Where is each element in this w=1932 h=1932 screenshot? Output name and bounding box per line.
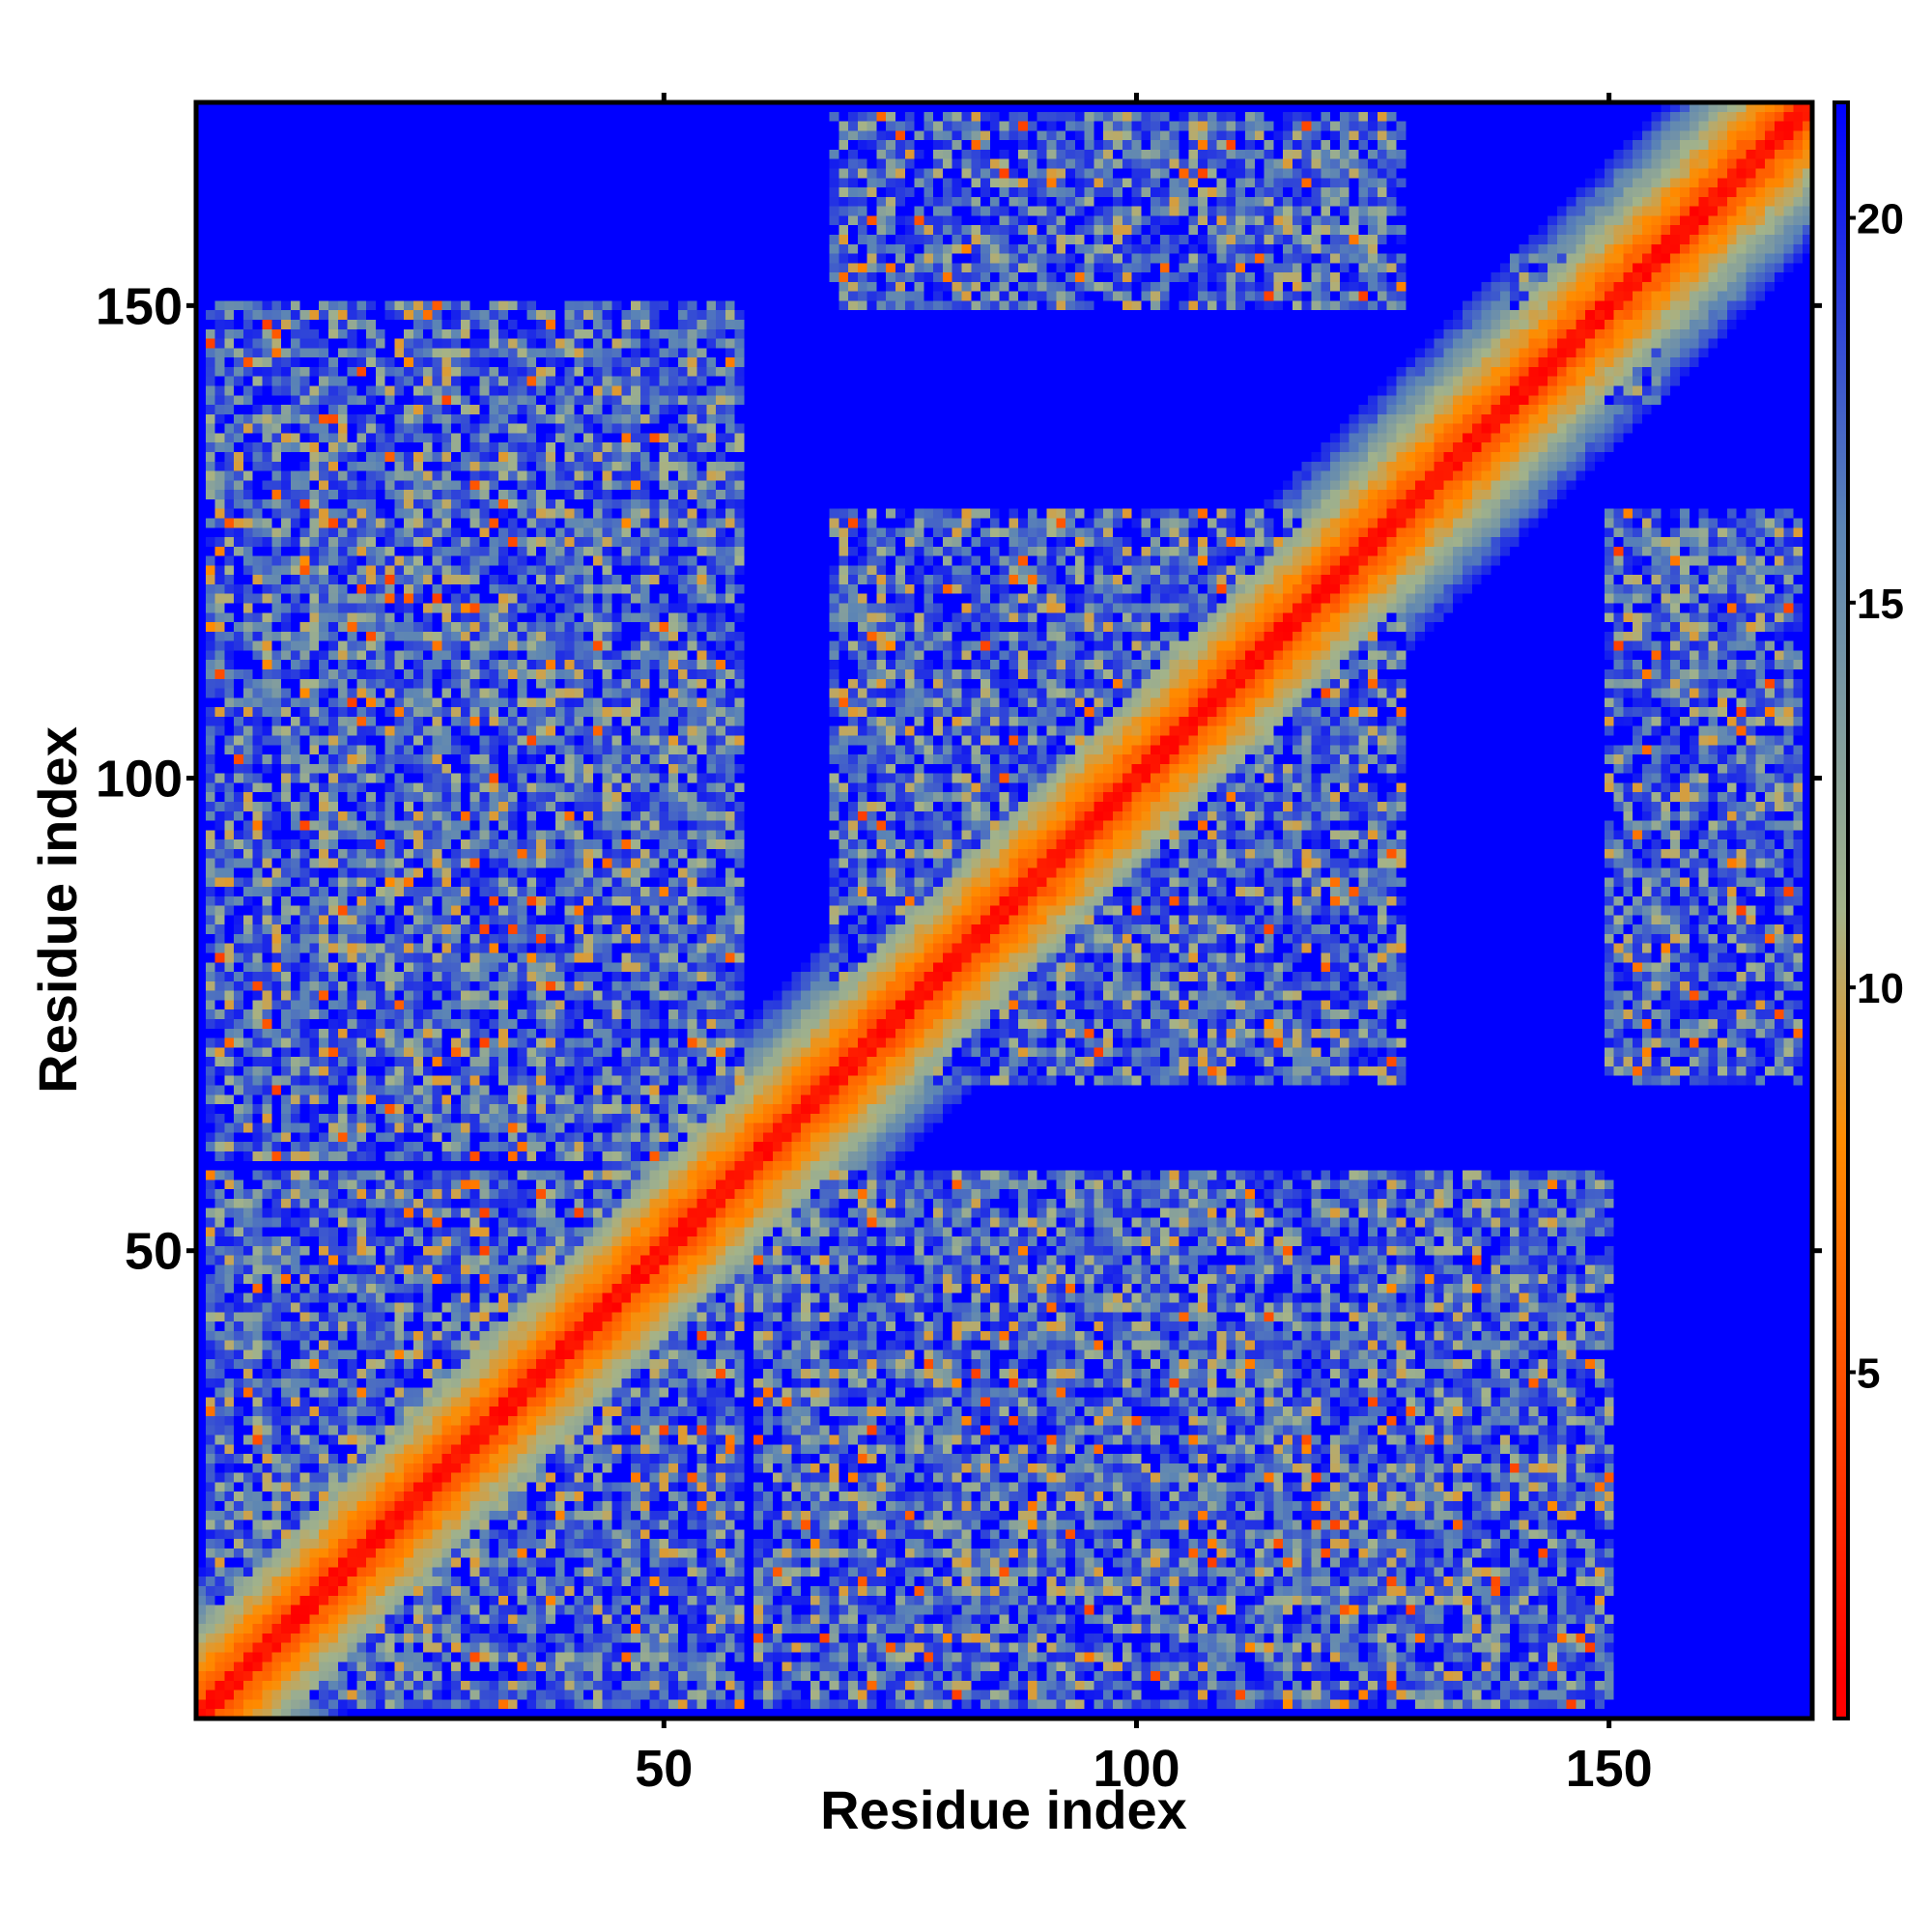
x-tick-labels: 50 100 150 xyxy=(635,1740,1652,1798)
x-tick-label: 150 xyxy=(1566,1740,1653,1798)
colorbar-tick-label: 5 xyxy=(1857,1350,1880,1398)
x-tick-label: 50 xyxy=(635,1740,693,1798)
colorbar-tick-label: 15 xyxy=(1857,581,1904,628)
y-tick-label: 100 xyxy=(96,751,183,809)
plot-frame xyxy=(193,99,1815,1721)
y-axis-title: Residue index xyxy=(27,726,88,1094)
x-axis-title: Residue index xyxy=(820,1779,1187,1840)
colorbar xyxy=(1833,100,1850,1720)
colorbar-tick-label: 20 xyxy=(1857,196,1904,243)
colorbar-labels: 5 10 15 20 xyxy=(1848,196,1904,1398)
contact-heatmap xyxy=(196,102,1812,1719)
x-tick-label: 100 xyxy=(1093,1740,1179,1798)
colorbar-tick-label: 10 xyxy=(1857,965,1904,1012)
y-tick-label: 50 xyxy=(125,1223,183,1281)
heatmap-cells xyxy=(196,102,1812,1719)
y-tick-label: 150 xyxy=(96,277,183,335)
axis-ticks xyxy=(186,93,1822,1728)
y-tick-labels: 50 100 150 xyxy=(96,277,183,1280)
